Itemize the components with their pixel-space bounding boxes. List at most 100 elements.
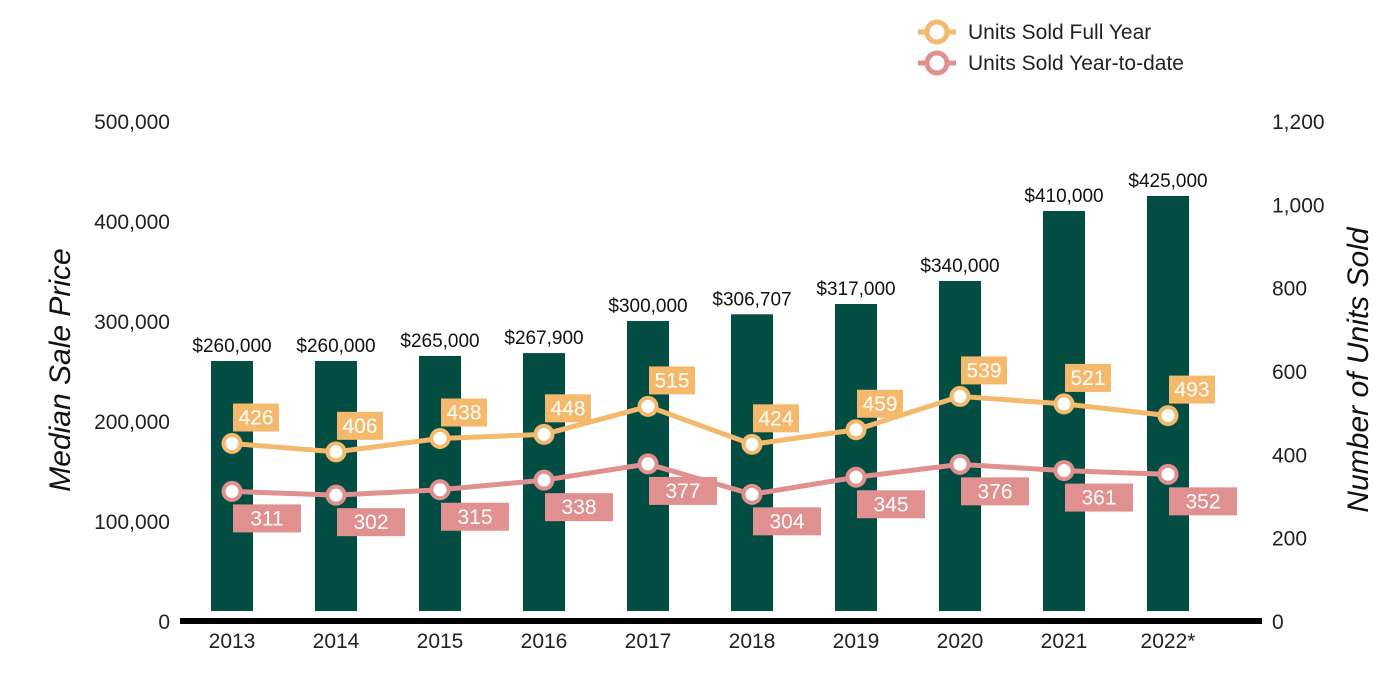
left-tick-label: 0	[158, 611, 170, 634]
legend-entry-ytd: Units Sold Year-to-date	[918, 50, 1184, 76]
point-label-box-ytd	[1169, 487, 1237, 516]
point-label-box-full-year	[233, 403, 279, 432]
point-ytd	[741, 483, 763, 505]
point-label-box-full-year	[441, 398, 487, 427]
point-ytd	[949, 453, 971, 475]
point-full-year	[637, 395, 659, 417]
right-tick-label: 600	[1272, 361, 1307, 384]
point-label-box-ytd	[649, 476, 717, 505]
point-full-year	[533, 423, 555, 445]
point-label-ytd: 338	[561, 496, 596, 519]
x-tick-label: 2014	[313, 630, 360, 653]
point-label-box-ytd	[1065, 483, 1133, 512]
point-label-full-year: 493	[1174, 379, 1209, 402]
x-tick-label: 2015	[417, 630, 464, 653]
point-label-full-year: 448	[550, 397, 585, 420]
point-label-ytd: 361	[1081, 487, 1116, 510]
legend-ytd-label: Units Sold Year-to-date	[968, 52, 1184, 75]
point-label-box-full-year	[961, 356, 1007, 385]
point-label-ytd: 311	[250, 507, 283, 530]
right-axis-ticks: 0 200 400 600 800 1,000 1,200	[1272, 111, 1325, 634]
point-full-year	[429, 428, 451, 449]
bar-value-label: $410,000	[1024, 186, 1103, 207]
bar-value-label: $317,000	[816, 279, 895, 300]
bar-value-label: $306,707	[712, 289, 791, 310]
point-label-box-ytd	[857, 490, 925, 519]
legend-entry-full-year: Units Sold Full Year	[918, 19, 1151, 45]
x-tick-label: 2020	[937, 630, 984, 653]
left-axis-title: Median Sale Price	[44, 248, 77, 491]
point-label-full-year: 424	[758, 407, 793, 430]
x-axis-ticks: 2013 2014 2015 2016 2017 2018 2019 2020 2021 2022…	[209, 630, 1196, 653]
point-full-year	[325, 441, 347, 463]
point-ytd	[429, 479, 451, 501]
x-tick-label: 2017	[625, 630, 672, 653]
left-tick-label: 200,000	[94, 411, 170, 434]
bar-value-label: $260,000	[296, 336, 375, 357]
point-full-year	[221, 433, 243, 454]
point-ytd	[533, 469, 555, 491]
point-label-box-full-year	[1065, 363, 1111, 392]
point-full-year	[845, 419, 867, 441]
x-tick-label: 2019	[833, 630, 880, 653]
point-label-box-full-year	[649, 366, 695, 395]
point-label-full-year: 539	[966, 359, 1001, 382]
point-label-ytd: 345	[873, 493, 908, 516]
left-tick-label: 400,000	[94, 211, 170, 234]
point-label-box-ytd	[441, 502, 509, 531]
bar-2019	[835, 304, 877, 611]
point-label-ytd: 352	[1185, 490, 1220, 513]
point-label-box-ytd	[233, 504, 301, 533]
point-ytd	[325, 484, 347, 506]
point-label-ytd: 302	[353, 511, 388, 534]
point-label-full-year: 426	[238, 407, 273, 430]
point-label-box-full-year	[337, 411, 383, 440]
left-axis-ticks: 0 100,000 200,000 300,000 400,000 500,000	[94, 111, 170, 634]
bar-value-label: $425,000	[1128, 171, 1207, 192]
point-full-year	[1157, 405, 1179, 427]
point-label-box-ytd	[545, 493, 613, 522]
left-tick-label: 300,000	[94, 311, 170, 334]
point-label-full-year: 406	[342, 415, 377, 438]
right-tick-label: 200	[1272, 528, 1307, 551]
point-label-full-year: 521	[1070, 367, 1105, 390]
point-ytd	[221, 480, 243, 502]
line-full-year	[231, 393, 1169, 455]
bar-2018	[731, 314, 773, 611]
point-label-ytd: 376	[977, 480, 1012, 503]
point-label-box-full-year	[857, 389, 903, 418]
right-tick-label: 400	[1272, 444, 1307, 467]
point-label-box-full-year	[545, 394, 591, 423]
right-tick-label: 1,000	[1272, 194, 1325, 217]
point-ytd	[1157, 463, 1179, 485]
x-tick-label: 2016	[521, 630, 568, 653]
point-label-full-year: 438	[446, 402, 481, 425]
point-label-box-full-year	[1169, 375, 1215, 404]
right-tick-label: 0	[1272, 611, 1284, 634]
point-label-full-year: 515	[654, 369, 689, 392]
x-tick-label: 2018	[729, 630, 776, 653]
bar-value-label: $300,000	[608, 296, 687, 317]
point-ytd	[637, 453, 659, 475]
point-label-box-ytd	[753, 507, 821, 536]
point-label-box-full-year	[753, 404, 799, 433]
point-label-full-year: 459	[862, 393, 897, 416]
point-ytd	[1053, 460, 1075, 482]
x-tick-label: 2022*	[1141, 630, 1196, 653]
bar-value-label: $260,000	[192, 336, 271, 357]
right-tick-label: 1,200	[1272, 111, 1325, 134]
legend-full-year-label: Units Sold Full Year	[968, 21, 1151, 44]
legend-full-year-marker	[924, 19, 950, 45]
left-tick-label: 100,000	[94, 511, 170, 534]
point-label-ytd: 315	[457, 506, 492, 529]
right-tick-label: 800	[1272, 278, 1307, 301]
x-tick-label: 2021	[1041, 630, 1088, 653]
point-label-box-ytd	[337, 508, 405, 537]
point-full-year	[1053, 393, 1075, 415]
point-label-box-ytd	[961, 477, 1029, 506]
lines-layer: 426 406 438 448 515 424 459 539 521 493 311 302 315 3…	[221, 356, 1237, 537]
point-full-year	[741, 433, 763, 455]
bar-value-labels: $260,000 $260,000 $265,000 $267,900 $300,000…	[192, 171, 1207, 357]
legend: Units Sold Full Year Units Sold Year-to-…	[918, 19, 1184, 76]
